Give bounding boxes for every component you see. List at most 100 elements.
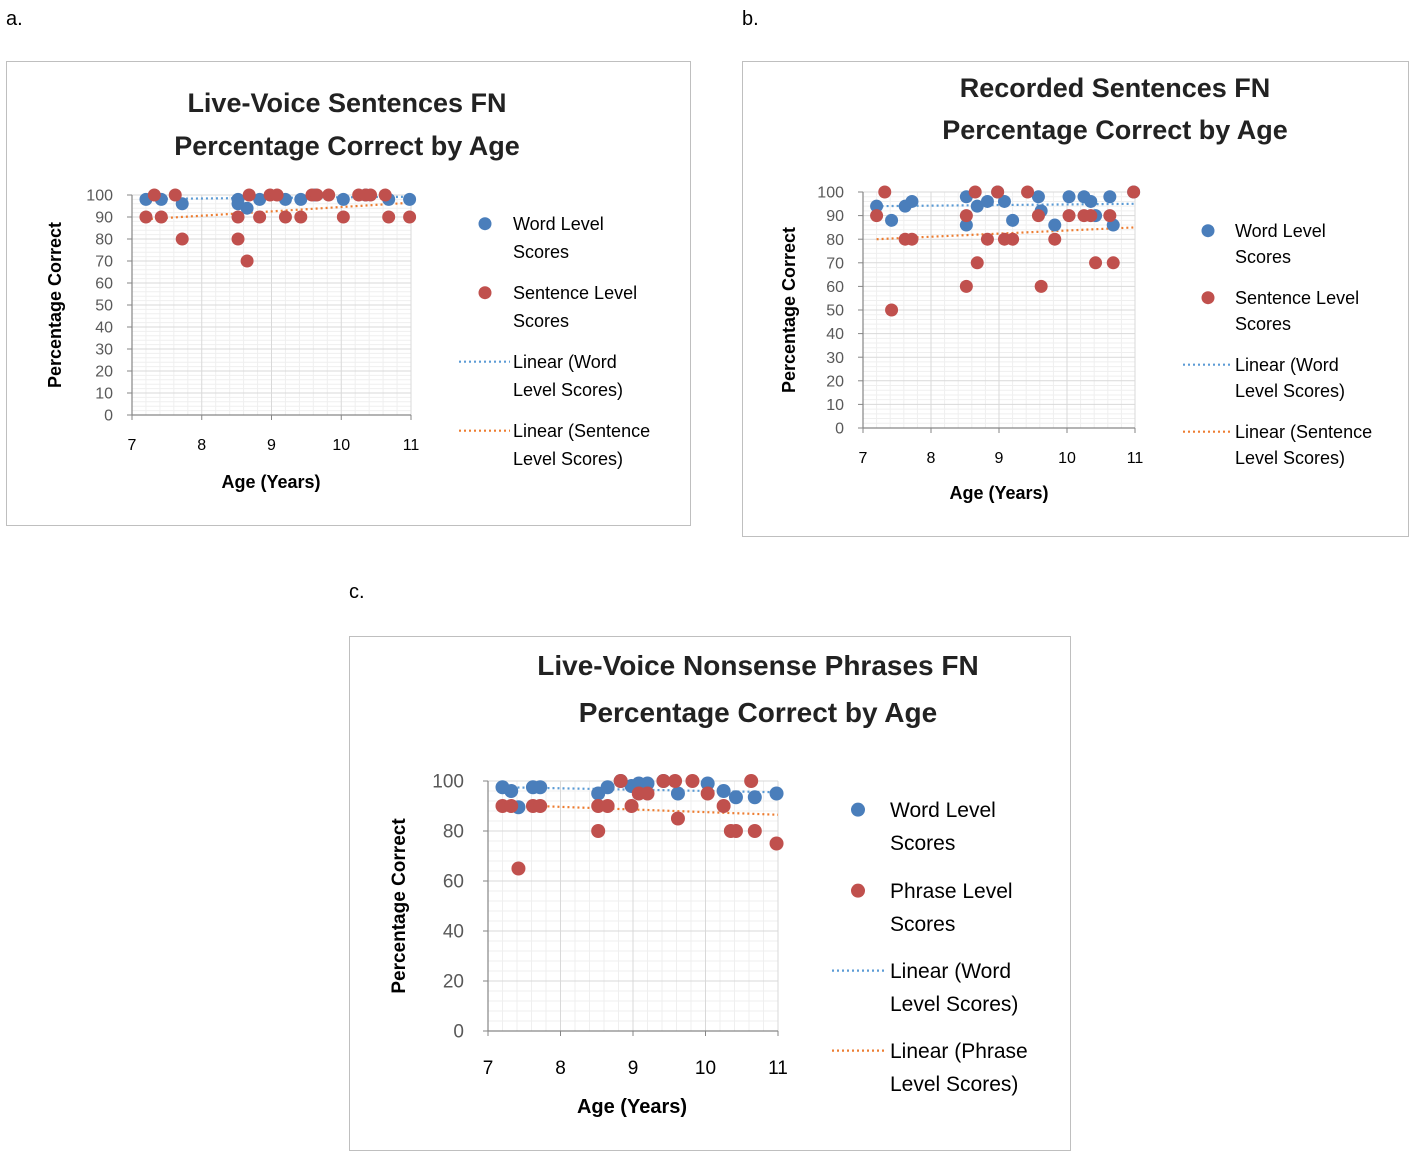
y-tick-label: 20 [95,364,113,381]
data-point-sentence [1106,256,1120,270]
data-point-word [640,776,655,791]
y-tick-label: 90 [95,210,113,227]
data-point-sentence [382,210,396,224]
data-point-sentence [959,279,973,293]
x-tick-label: 8 [927,450,936,467]
legend-label: Linear (Sentence [513,421,650,441]
data-point-word [728,790,743,805]
data-point-sentence [175,232,189,246]
data-point-sentence [980,232,994,246]
data-point-word [1084,194,1098,208]
x-tick-label: 7 [483,1058,494,1079]
data-point-word [1006,213,1020,227]
trendline [502,786,779,794]
legend-label: Scores [890,832,955,855]
data-point-sentence [168,188,182,202]
chart-title-line: Percentage Correct by Age [942,115,1288,145]
legend-marker [851,883,865,898]
data-point-sentence [959,209,973,223]
data-point-word [1031,190,1045,204]
data-point-sentence [905,232,919,246]
data-point-sentence [878,185,892,199]
data-point-sentence [1031,209,1045,223]
data-point-sentence [613,774,628,788]
data-point-word [253,192,267,206]
y-tick-label: 10 [826,397,844,414]
data-point-sentence [1127,185,1141,199]
x-tick-label: 9 [995,450,1004,467]
data-point-sentence [1034,279,1048,293]
legend-label: Level Scores) [890,1073,1018,1096]
y-axis-title: Percentage Correct [389,818,410,994]
chart-frame-a: Live-Voice Sentences FN Percentage Correc… [6,61,691,526]
legend-marker [478,286,492,300]
x-axis-title: Age (Years) [221,472,320,492]
legend-label: Level Scores) [513,449,623,469]
y-tick-label: 40 [826,326,844,343]
panel-label-a: a. [6,8,23,30]
x-axis-title: Age (Years) [949,483,1048,503]
data-point-word [747,790,762,805]
y-tick-label: 80 [826,232,844,249]
data-point-word [1048,218,1062,232]
data-point-sentence [511,861,526,876]
chart-title-line: Percentage Correct by Age [174,131,520,161]
legend-label: Sentence Level [513,283,637,303]
data-point-sentence [242,188,256,202]
data-point-sentence [728,824,743,838]
legend-label: Scores [513,242,569,262]
data-point-sentence [504,799,519,813]
data-point-word [870,199,884,213]
y-tick-label: 20 [443,972,464,993]
legend-label: Scores [1235,247,1291,267]
chart-frame-b: Recorded Sentences FN Percentage Correct … [742,61,1409,537]
data-point-word [533,780,548,795]
y-tick-label: 100 [817,185,844,202]
data-point-sentence [600,799,615,813]
chart-title-line: Live-Voice Nonsense Phrases FN [537,650,978,681]
x-tick-label: 9 [628,1058,639,1079]
legend-label: Word Level [513,214,604,234]
data-point-sentence [885,303,899,317]
y-tick-label: 0 [453,1022,464,1043]
legend-label: Word Level [890,799,996,822]
data-point-sentence [278,210,292,224]
legend-label: Scores [1235,314,1291,334]
data-point-sentence [336,210,350,224]
data-point-sentence [231,210,245,224]
legend-label: Sentence Level [1235,288,1359,308]
data-point-word [700,776,715,791]
y-tick-label: 40 [443,922,464,943]
data-point-sentence [744,774,759,788]
data-point-sentence [147,188,161,202]
y-tick-label: 40 [95,320,113,337]
data-point-sentence [991,185,1005,199]
data-point-sentence [154,210,168,224]
data-point-sentence [1006,232,1020,246]
legend-marker [478,217,492,231]
y-tick-label: 50 [826,303,844,320]
data-point-sentence [970,256,984,270]
y-tick-label: 20 [826,373,844,390]
legend-marker [1201,224,1215,238]
data-point-sentence [968,185,982,199]
data-point-sentence [310,188,324,202]
y-tick-label: 100 [432,772,464,793]
x-tick-label: 11 [1127,450,1144,467]
legend-label: Level Scores) [513,380,623,400]
y-tick-label: 30 [95,342,113,359]
legend-label: Word Level [1235,221,1326,241]
x-tick-label: 11 [403,437,420,454]
panel-label-b: b. [742,8,759,30]
data-point-sentence [1103,209,1117,223]
y-tick-label: 90 [826,208,844,225]
data-point-sentence [1021,185,1035,199]
x-tick-label: 10 [695,1058,716,1079]
y-axis-title: Percentage Correct [45,222,65,388]
x-axis-title: Age (Years) [577,1096,687,1118]
data-point-sentence [1048,232,1062,246]
y-tick-label: 60 [95,276,113,293]
y-tick-label: 10 [95,386,113,403]
x-tick-label: 7 [128,437,137,454]
data-point-word [336,192,350,206]
